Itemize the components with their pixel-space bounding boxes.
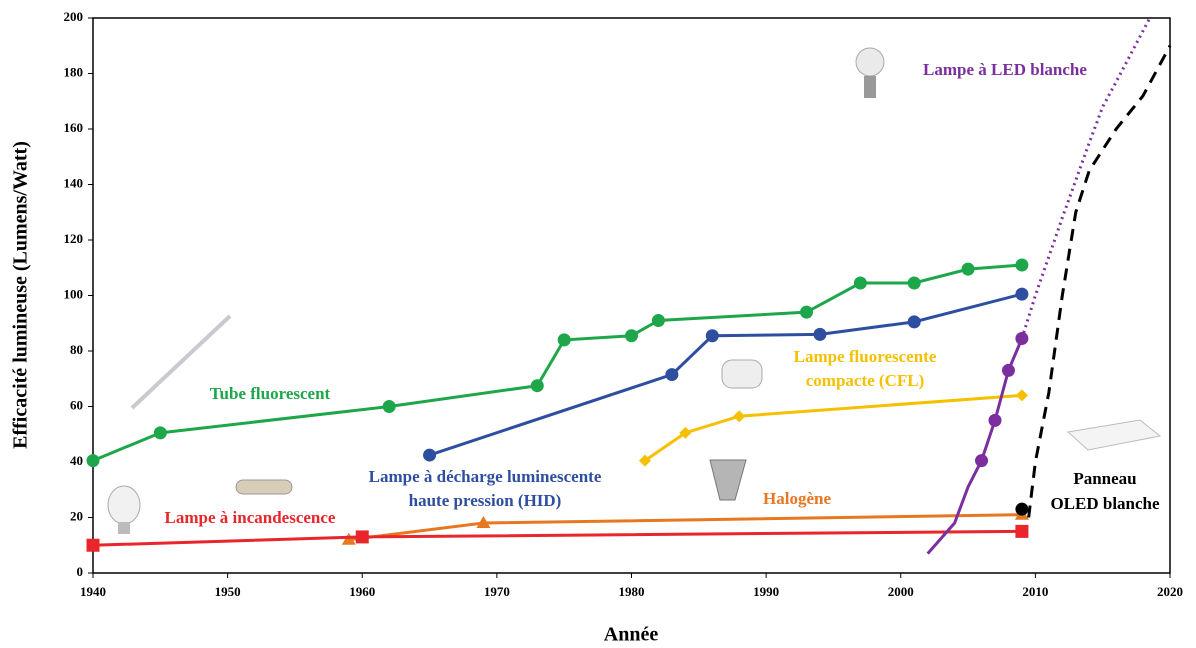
series-line [92,263,1023,462]
y-tick-label: 200 [64,9,84,24]
point [961,262,975,276]
y-axis-title: Efficacité lumineuse (Lumens/Watt) [10,141,32,449]
annotation: compacte (CFL) [806,371,925,390]
series-line [429,292,1023,457]
annotation: Lampe fluorescente [794,347,937,366]
led-base [864,76,876,98]
point [975,454,989,468]
led-icon [855,47,885,77]
bulb-base [118,522,130,534]
tube-icon [130,314,232,410]
y-tick-label: 140 [64,175,84,190]
y-tick-label: 60 [70,397,83,412]
point [1015,502,1029,516]
point [530,379,544,393]
oled-icon [1066,419,1162,451]
x-tick-label: 1980 [619,584,645,599]
y-tick-label: 180 [64,64,84,79]
annotation: OLED blanche [1050,494,1160,513]
point [1015,287,1029,301]
series-line [1027,45,1172,518]
point [813,327,827,341]
y-tick-label: 80 [70,342,83,357]
point [476,516,491,529]
y-tick-label: 0 [77,564,84,579]
halogen-icon [709,459,747,501]
annotation: Tube fluorescent [210,384,331,403]
x-tick-label: 1990 [753,584,779,599]
series-line [644,393,1023,462]
hid-icon [235,479,293,495]
point [423,448,437,462]
y-tick-label: 20 [70,508,83,523]
series-line [980,337,1024,462]
x-axis-title: Année [604,624,659,646]
point [638,454,651,467]
point [651,313,665,327]
x-tick-label: 2000 [888,584,914,599]
x-tick-label: 2010 [1022,584,1048,599]
point [1015,389,1028,402]
point [1015,524,1029,538]
point [907,315,921,329]
x-tick-label: 1970 [484,584,510,599]
series-line [92,529,1022,547]
bulb-icon [107,485,141,525]
point [153,426,167,440]
y-tick-label: 120 [64,231,84,246]
point [1001,363,1015,377]
y-tick-label: 100 [64,286,84,301]
x-tick-label: 2020 [1157,584,1183,599]
point [355,530,369,544]
point [853,276,867,290]
annotation: Lampe à décharge luminescente [369,467,602,486]
point [907,276,921,290]
x-tick-label: 1940 [80,584,106,599]
y-tick-label: 160 [64,120,84,135]
point [557,333,571,347]
point [665,368,679,382]
annotation: Halogène [763,489,831,508]
icons [107,47,1162,534]
annotation: Panneau [1073,469,1136,488]
point [625,329,638,343]
series-line [926,459,983,555]
point [382,400,396,413]
annotation: Lampe à incandescence [165,508,336,527]
point [988,413,1002,427]
point [733,410,746,423]
annotation: haute pression (HID) [409,491,562,510]
y-tick-label: 40 [70,453,83,468]
point [86,538,100,552]
point [86,454,100,468]
point [1015,258,1029,272]
point [800,305,814,319]
x-tick-label: 1950 [215,584,241,599]
point [679,426,692,439]
annotation: Lampe à LED blanche [923,60,1087,79]
point [705,329,719,343]
x-tick-label: 1960 [349,584,375,599]
cfl-icon [721,359,763,389]
